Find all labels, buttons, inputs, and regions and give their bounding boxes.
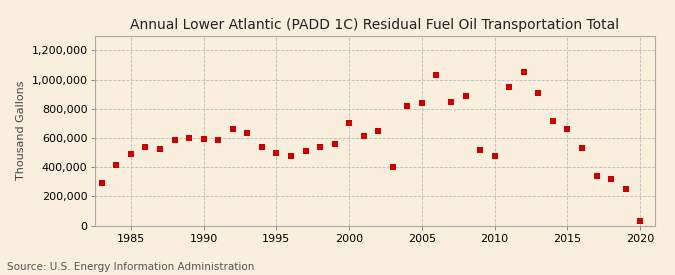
Title: Annual Lower Atlantic (PADD 1C) Residual Fuel Oil Transportation Total: Annual Lower Atlantic (PADD 1C) Residual…	[130, 18, 619, 32]
Point	[227, 127, 238, 131]
Point	[475, 147, 485, 152]
Point	[605, 177, 616, 181]
Point	[184, 136, 194, 140]
Point	[547, 119, 558, 123]
Point	[256, 144, 267, 149]
Point	[431, 73, 442, 77]
Point	[329, 142, 340, 146]
Point	[562, 127, 573, 131]
Point	[126, 152, 136, 156]
Point	[634, 219, 645, 223]
Point	[620, 187, 631, 191]
Point	[344, 121, 354, 125]
Point	[460, 94, 471, 98]
Point	[155, 147, 165, 151]
Point	[387, 165, 398, 169]
Point	[489, 154, 500, 158]
Point	[97, 181, 107, 185]
Point	[576, 146, 587, 150]
Point	[111, 163, 122, 167]
Point	[591, 174, 602, 178]
Point	[315, 144, 325, 149]
Point	[373, 129, 383, 134]
Point	[416, 101, 427, 105]
Point	[300, 149, 311, 153]
Point	[213, 138, 223, 142]
Point	[169, 138, 180, 142]
Point	[140, 145, 151, 150]
Point	[446, 100, 456, 104]
Point	[533, 90, 544, 95]
Point	[198, 137, 209, 142]
Point	[504, 85, 514, 89]
Point	[358, 134, 369, 138]
Point	[402, 104, 413, 108]
Point	[518, 70, 529, 75]
Text: Source: U.S. Energy Information Administration: Source: U.S. Energy Information Administ…	[7, 262, 254, 272]
Y-axis label: Thousand Gallons: Thousand Gallons	[16, 81, 26, 180]
Point	[271, 150, 281, 155]
Point	[242, 131, 252, 135]
Point	[286, 154, 296, 158]
